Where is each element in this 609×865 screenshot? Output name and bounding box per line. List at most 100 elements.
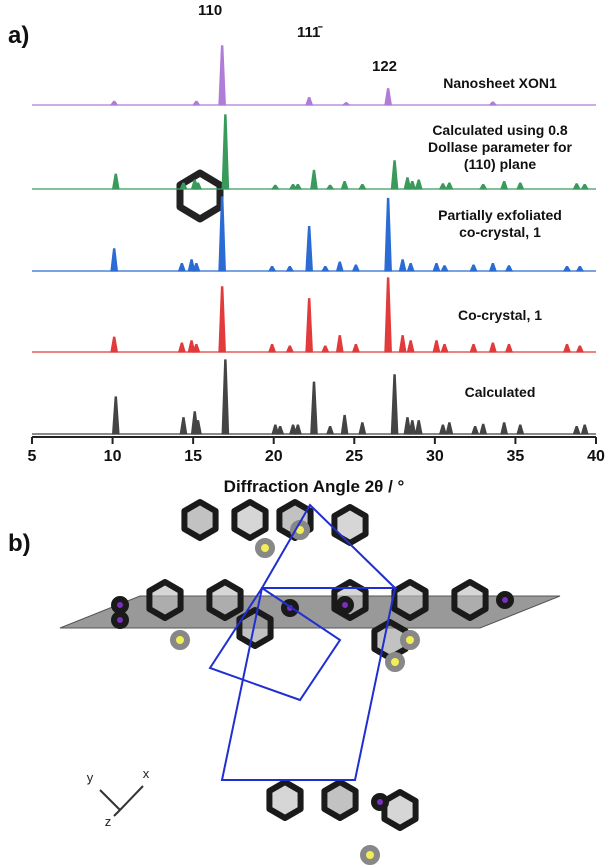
peak <box>573 184 579 189</box>
ring <box>454 582 485 618</box>
peak <box>409 182 415 189</box>
peak <box>573 427 579 434</box>
panel-label: a) <box>8 22 29 50</box>
peak <box>311 382 317 434</box>
peak-annotation: 111̄ <box>297 24 320 41</box>
atom <box>258 541 272 555</box>
peak <box>517 425 523 434</box>
peak <box>470 345 476 352</box>
peak <box>577 267 583 271</box>
x-tick-label: 15 <box>184 448 202 465</box>
x-tick-label: 20 <box>265 448 283 465</box>
peak <box>295 185 301 189</box>
peak <box>353 265 359 271</box>
peak <box>180 418 186 434</box>
peak-annotation: 122 <box>372 58 397 75</box>
ring <box>324 782 355 818</box>
peak <box>409 421 415 434</box>
ring <box>149 582 180 618</box>
ring <box>184 502 215 538</box>
atom <box>363 848 377 862</box>
peak <box>179 264 185 271</box>
peak <box>277 427 283 434</box>
peak <box>269 267 275 271</box>
atom <box>114 614 126 626</box>
ring <box>394 582 425 618</box>
ring <box>384 792 415 828</box>
peak <box>343 103 349 105</box>
peak <box>440 184 446 189</box>
figure: 510152025303540Diffraction Angle 2θ / °y… <box>0 0 609 865</box>
peak <box>295 425 301 434</box>
peak <box>433 264 439 271</box>
peak <box>341 416 347 435</box>
x-tick-label: 40 <box>587 448 605 465</box>
peak <box>311 171 317 190</box>
axis-label: z <box>105 814 112 829</box>
legend-label: Partially exfoliated co-crystal, 1 <box>385 207 609 241</box>
peak <box>337 262 343 271</box>
peak <box>193 101 199 105</box>
peak <box>359 185 365 189</box>
peak <box>272 185 278 189</box>
peak <box>399 336 405 352</box>
legend-label: Calculated <box>385 384 609 401</box>
ring <box>209 582 240 618</box>
peak <box>472 427 478 434</box>
atom <box>374 796 386 808</box>
atom <box>403 633 417 647</box>
peak <box>577 346 583 352</box>
peak <box>327 185 333 189</box>
peak <box>306 98 312 105</box>
x-tick-label: 5 <box>28 448 37 465</box>
peak <box>113 174 119 189</box>
peak <box>501 182 507 189</box>
peak <box>446 423 452 434</box>
peak <box>193 264 199 271</box>
peak <box>269 345 275 352</box>
peak <box>440 425 446 434</box>
x-tick-label: 30 <box>426 448 444 465</box>
peak <box>327 427 333 434</box>
axis-label: x <box>143 766 150 781</box>
peak <box>322 346 328 352</box>
peak <box>219 287 225 352</box>
peak <box>416 421 422 434</box>
peak <box>219 46 225 105</box>
peak <box>306 299 312 352</box>
axis-label: y <box>87 770 94 785</box>
peak <box>517 183 523 189</box>
peak-annotation: 110 <box>198 2 222 19</box>
peak <box>113 397 119 434</box>
peak <box>306 227 312 271</box>
atom <box>114 599 126 611</box>
peak <box>480 424 486 434</box>
peak <box>179 343 185 352</box>
peak <box>287 346 293 352</box>
peak <box>111 337 117 352</box>
atom <box>339 599 351 611</box>
atom <box>173 633 187 647</box>
panel-label: b) <box>8 530 31 558</box>
peak <box>359 423 365 434</box>
peak <box>341 182 347 189</box>
x-tick-label: 35 <box>507 448 525 465</box>
peak <box>322 267 328 271</box>
peak <box>506 266 512 271</box>
legend-label: Co-crystal, 1 <box>385 307 609 324</box>
ring <box>269 782 300 818</box>
peak <box>441 345 447 352</box>
peak <box>582 425 588 434</box>
peak <box>490 343 496 352</box>
x-axis-label: Diffraction Angle 2θ / ° <box>224 477 405 496</box>
peak <box>490 264 496 271</box>
peak <box>407 341 413 352</box>
peak <box>470 265 476 271</box>
peak <box>446 183 452 189</box>
peak <box>222 115 228 189</box>
peak <box>337 336 343 352</box>
peak <box>287 267 293 271</box>
peak <box>433 341 439 352</box>
ring <box>234 502 265 538</box>
peak <box>564 345 570 352</box>
